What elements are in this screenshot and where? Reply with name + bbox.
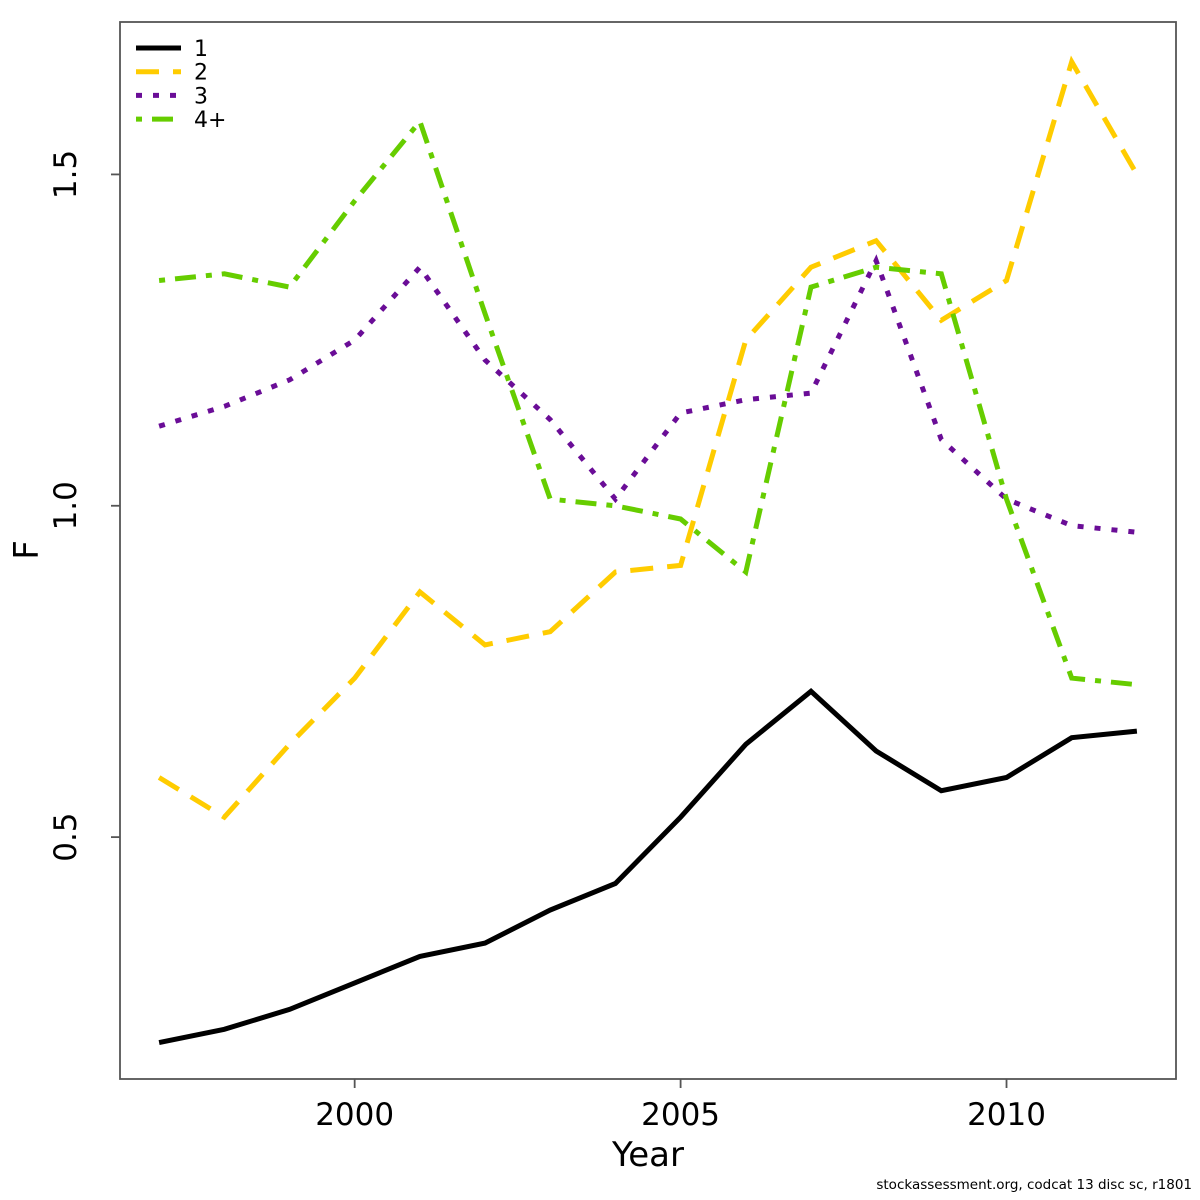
legend-label-1: 1 bbox=[194, 37, 208, 62]
series-line-2 bbox=[157, 55, 1140, 821]
y-axis-title: F bbox=[7, 540, 47, 560]
legend-label-4+: 4+ bbox=[194, 108, 226, 133]
x-tick-label: 2005 bbox=[641, 1097, 720, 1133]
y-tick-label: 1.0 bbox=[48, 481, 84, 530]
y-tick-label: 1.5 bbox=[48, 150, 84, 199]
legend-label-3: 3 bbox=[194, 84, 208, 109]
x-tick-label: 2000 bbox=[315, 1097, 394, 1133]
x-axis-title: Year bbox=[611, 1135, 684, 1175]
axis-ticks: 2000 2005 2010 0.5 1.0 1.5 bbox=[48, 150, 1046, 1133]
x-tick-label: 2010 bbox=[967, 1097, 1046, 1133]
plot-frame bbox=[119, 21, 1177, 1080]
series-lines bbox=[157, 55, 1140, 1046]
series-line-1 bbox=[158, 687, 1138, 1046]
y-tick-label: 0.5 bbox=[48, 812, 84, 861]
source-caption: stockassessment.org, codcat 13 disc sc, … bbox=[876, 1177, 1192, 1193]
legend-label-2: 2 bbox=[194, 61, 208, 86]
